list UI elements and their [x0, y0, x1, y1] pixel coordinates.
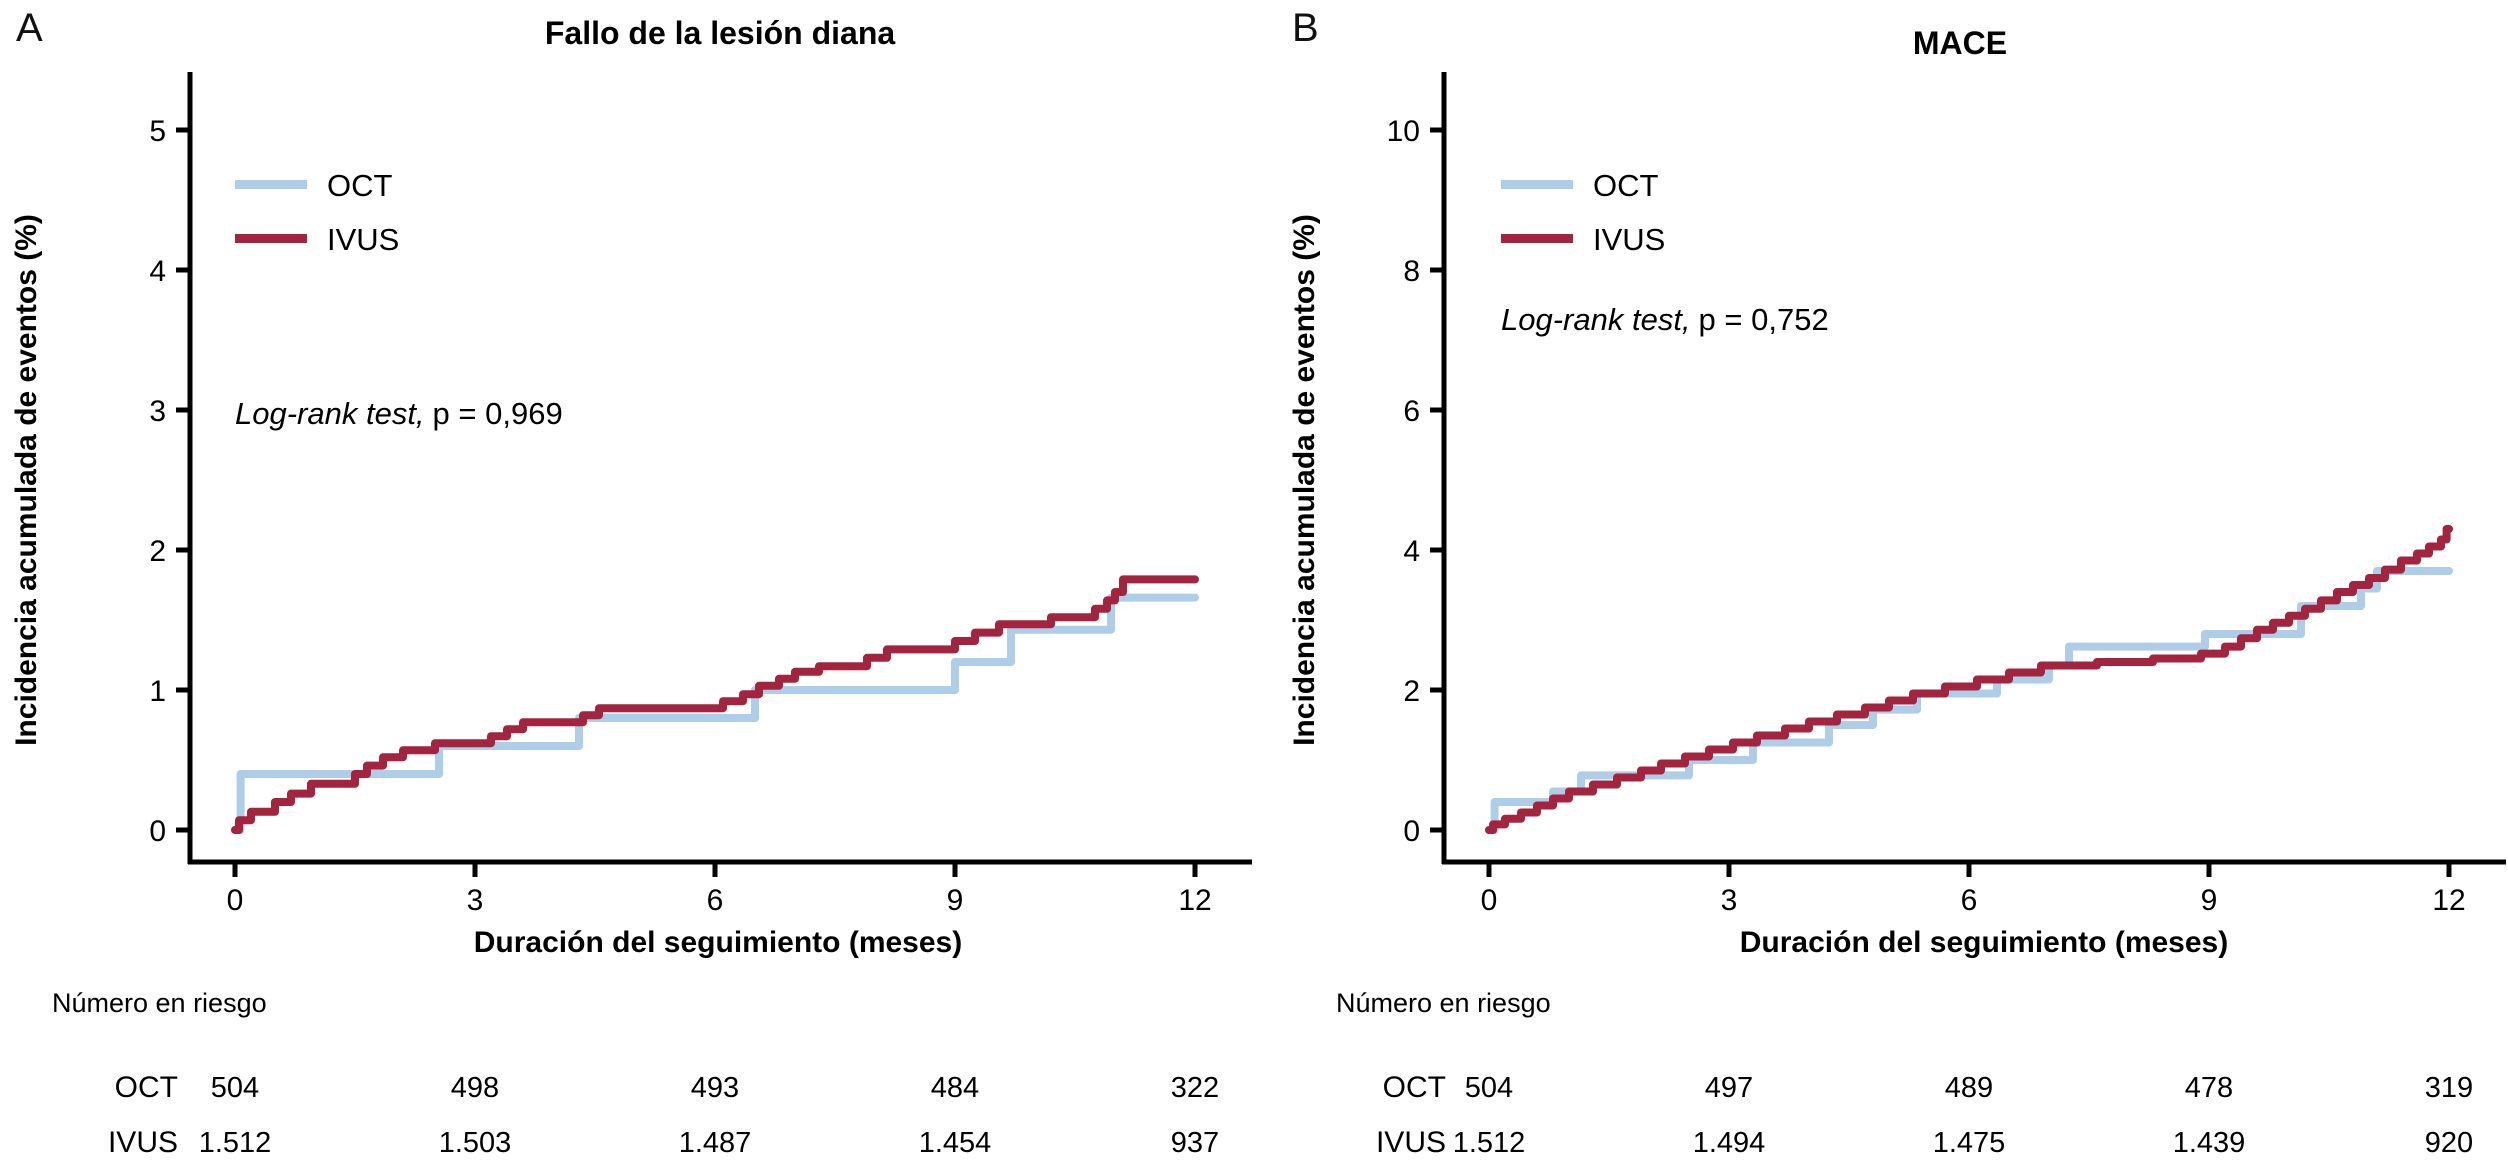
- y-tick-label: 2: [1403, 675, 1420, 708]
- y-tick-label: 4: [149, 255, 166, 288]
- logrank-italic-part: Log-rank test,: [235, 396, 425, 431]
- panel-a-title: Fallo de la lesión diana: [545, 15, 896, 51]
- legend-swatch-ivus: [1501, 234, 1573, 243]
- panel-b-risk-row-ivus-label: IVUS: [1376, 1126, 1446, 1159]
- panel-b-letter: B: [1292, 6, 1319, 50]
- panel-b-y-axis-label: Incidencia acumulada de eventos (%): [1288, 214, 1321, 746]
- panel-b-x-axis-label: Duración del seguimiento (meses): [1740, 926, 2228, 959]
- y-tick-label: 6: [1403, 395, 1420, 428]
- panel-a-letter: A: [16, 6, 43, 50]
- panel-b-chart: MACE Incidencia acumulada de eventos (%)…: [1288, 25, 2506, 1159]
- x-tick-label: 0: [1481, 884, 1498, 917]
- logrank-pvalue: p = 0,969: [433, 396, 563, 431]
- panel-a-curves: [231, 575, 1199, 834]
- risk-value-oct: 498: [451, 1072, 499, 1104]
- panel-b-logrank-text: Log-rank test, p = 0,752: [1501, 302, 1829, 337]
- y-tick-label: 0: [1403, 815, 1420, 848]
- panel-a-y-axis-label: Incidencia acumulada de eventos (%): [10, 214, 43, 746]
- legend-swatch-oct: [1501, 180, 1573, 189]
- risk-value-oct: 319: [2425, 1072, 2473, 1104]
- x-tick-label: 6: [1961, 884, 1978, 917]
- risk-value-ivus: 1.439: [2173, 1127, 2246, 1159]
- x-tick-label: 12: [1178, 884, 1211, 917]
- legend-swatch-ivus: [235, 234, 307, 243]
- y-tick-label: 10: [1387, 115, 1420, 148]
- x-tick-label: 12: [2432, 884, 2465, 917]
- risk-value-oct: 322: [1171, 1072, 1219, 1104]
- x-tick-label: 6: [707, 884, 724, 917]
- risk-value-oct: 497: [1705, 1072, 1753, 1104]
- panel-b-risk-header: Número en riesgo: [1336, 988, 1551, 1018]
- panel-a-risk-row-ivus-label: IVUS: [108, 1126, 178, 1159]
- logrank-italic-part: Log-rank test,: [1501, 302, 1691, 337]
- panel-b-risk-row-oct-label: OCT: [1383, 1071, 1446, 1104]
- risk-value-ivus: 1.494: [1693, 1127, 1766, 1159]
- panel-a-x-axis-label: Duración del seguimiento (meses): [474, 926, 962, 959]
- y-tick-label: 2: [149, 535, 166, 568]
- logrank-pvalue: p = 0,752: [1699, 302, 1829, 337]
- risk-value-ivus: 1.512: [199, 1127, 272, 1159]
- risk-value-ivus: 1.454: [919, 1127, 992, 1159]
- risk-value-ivus: 1.475: [1933, 1127, 2006, 1159]
- legend-label-oct: OCT: [1593, 168, 1659, 203]
- x-tick-label: 3: [1721, 884, 1738, 917]
- km-curve-ivus: [231, 575, 1199, 834]
- y-tick-label: 4: [1403, 535, 1420, 568]
- risk-value-ivus: 920: [2425, 1127, 2473, 1159]
- risk-value-ivus: 1.503: [439, 1127, 512, 1159]
- risk-value-oct: 478: [2185, 1072, 2233, 1104]
- risk-value-ivus: 1.512: [1453, 1127, 1526, 1159]
- risk-value-ivus: 937: [1171, 1127, 1219, 1159]
- risk-value-oct: 489: [1945, 1072, 1993, 1104]
- y-tick-label: 5: [149, 115, 166, 148]
- risk-value-oct: 504: [1465, 1072, 1513, 1104]
- panel-b-axes: 0 2 4 6 8 10 0 3 6 9 12: [1387, 72, 2506, 917]
- x-tick-label: 9: [2201, 884, 2218, 917]
- panel-a-chart: Fallo de la lesión diana Incidencia acum…: [10, 15, 1252, 1159]
- panel-a-risk-header: Número en riesgo: [52, 988, 267, 1018]
- y-tick-label: 1: [149, 675, 166, 708]
- legend-label-ivus: IVUS: [1593, 222, 1665, 257]
- km-curve-oct: [231, 593, 1199, 834]
- risk-value-oct: 504: [211, 1072, 259, 1104]
- x-tick-label: 0: [227, 884, 244, 917]
- y-tick-label: 0: [149, 815, 166, 848]
- panel-a-logrank-text: Log-rank test, p = 0,969: [235, 396, 563, 431]
- legend-swatch-oct: [235, 180, 307, 189]
- panel-b-risk-values: 504 497 489 478 319 1.512 1.494 1.475 1.439 920: [1453, 1072, 2473, 1159]
- panel-b-title: MACE: [1913, 25, 2007, 61]
- panel-a-risk-values: 504 498 493 484 322 1.512 1.503 1.487 1.454 937: [199, 1072, 1219, 1159]
- risk-value-ivus: 1.487: [679, 1127, 752, 1159]
- legend-label-oct: OCT: [327, 168, 393, 203]
- x-tick-label: 3: [467, 884, 484, 917]
- y-tick-label: 8: [1403, 255, 1420, 288]
- risk-value-oct: 493: [691, 1072, 739, 1104]
- y-tick-label: 3: [149, 395, 166, 428]
- legend-label-ivus: IVUS: [327, 222, 399, 257]
- km-curve-ivus: [1485, 525, 2453, 834]
- panel-b-curves: [1485, 525, 2453, 834]
- x-tick-label: 9: [947, 884, 964, 917]
- risk-value-oct: 484: [931, 1072, 979, 1104]
- panel-a-risk-row-oct-label: OCT: [115, 1071, 178, 1104]
